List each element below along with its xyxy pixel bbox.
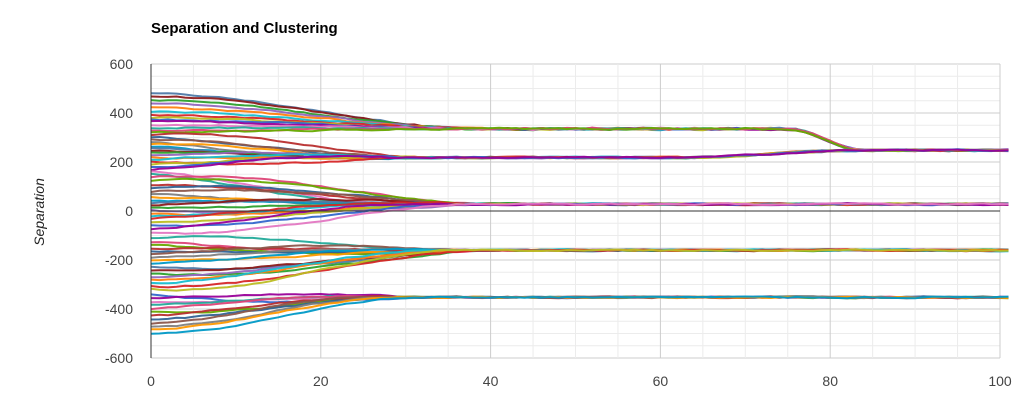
x-tick-label: 80 — [822, 373, 838, 389]
y-tick-label: -200 — [105, 252, 133, 268]
x-tick-label: 100 — [988, 373, 1012, 389]
y-axis-ticks: 600 400 200 0 -200 -400 -600 — [105, 56, 133, 366]
series-line — [151, 249, 1009, 277]
y-tick-label: -400 — [105, 301, 133, 317]
y-tick-label: 200 — [110, 154, 134, 170]
series-lines — [151, 93, 1009, 333]
y-tick-label: -600 — [105, 350, 133, 366]
x-tick-label: 60 — [653, 373, 669, 389]
chart-title: Separation and Clustering — [151, 20, 338, 37]
y-axis-label: Separation — [31, 178, 47, 246]
x-axis-ticks: 0 20 40 60 80 100 — [147, 373, 1012, 389]
x-tick-label: 40 — [483, 373, 499, 389]
y-tick-label: 0 — [125, 203, 133, 219]
series-line — [151, 115, 1009, 151]
x-tick-label: 0 — [147, 373, 155, 389]
y-tick-label: 600 — [110, 56, 134, 72]
x-tick-label: 20 — [313, 373, 329, 389]
y-tick-label: 400 — [110, 105, 134, 121]
separation-chart: Separation and Clustering 6004002000-200… — [0, 0, 1036, 410]
